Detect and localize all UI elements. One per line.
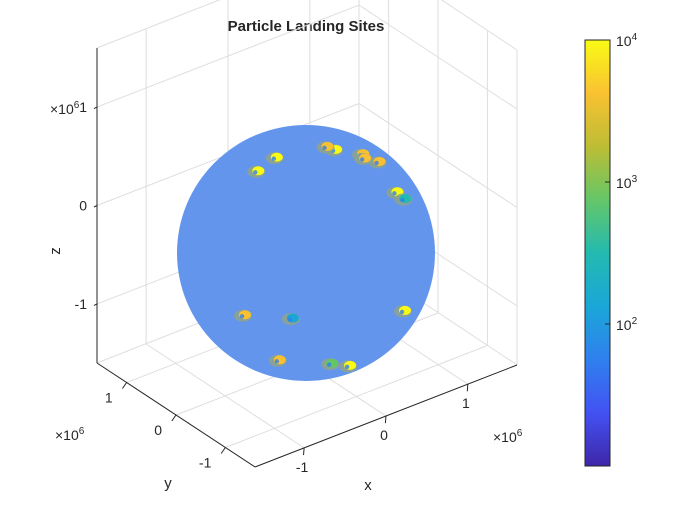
cluster-core [274,359,279,364]
plot-area [177,125,435,381]
landing-cluster [265,152,284,165]
z-gridline [358,103,518,208]
y-tick-label: 0 [154,422,162,438]
cluster-core [271,156,276,161]
cluster-core [287,317,293,322]
x-axis-label: x [364,477,372,494]
y-axis-exponent: ×106 [55,426,85,443]
landing-cluster [354,153,373,166]
z-axis-exponent: ×106 [50,100,80,117]
cluster-core [344,364,350,370]
chart-title: Particle Landing Sites [228,18,385,35]
z-tick-label: 0 [79,198,87,214]
z-tick-label: 1 [79,99,87,115]
z-tick-label-mark [93,106,98,110]
cluster-core [326,362,332,367]
y-tick-label-mark [122,382,128,389]
z-axis-label: z [47,247,64,255]
z-tick-label-mark [93,303,98,306]
landing-cluster [316,141,335,154]
y-tick-label-mark [171,414,177,422]
y-tick-label: -1 [199,455,212,471]
y-tick-label-mark [220,447,226,454]
z-tick-label: -1 [75,296,88,312]
colorbar-tick-label: 102 [616,316,638,333]
cluster-core [253,170,258,175]
landing-cluster [268,354,287,367]
colorbar-tick-label: 103 [616,174,638,191]
grid-edge [96,0,221,49]
landing-cluster [394,193,413,206]
colorbar-gradient [584,39,611,467]
cluster-core [392,191,397,196]
cluster-core [239,314,245,319]
z-gridline [96,4,360,108]
cluster-core [359,157,365,162]
landing-cluster [394,305,413,318]
y-axis-label: y [164,475,172,492]
landing-cluster [368,156,387,169]
cluster-core [374,160,379,166]
landing-cluster [321,358,340,371]
cluster-core [399,309,405,315]
landing-cluster [281,313,300,326]
cluster-core [400,197,405,203]
x-tick-label: 0 [380,427,388,443]
x-tick-label-mark [466,384,469,392]
x-tick-label: 1 [462,395,470,411]
colorbar-tick-label: 104 [616,32,638,49]
landing-cluster [234,309,253,322]
x-tick-label: -1 [296,459,309,475]
landing-cluster [247,165,266,178]
z-tick-label-mark [93,205,98,208]
y-gridline [225,345,488,448]
y-tick-label: 1 [105,390,113,406]
cluster-core [322,145,327,151]
axis-ticks: -1 0 1 -1 0 1 -1 0 1 [75,99,470,475]
x-tick-label-mark [384,415,387,424]
grid-edge [440,0,518,51]
sphere-surface [177,125,435,381]
x-axis-exponent: ×106 [493,428,523,445]
z-gridline [358,4,518,110]
x-tick-label-mark [303,447,305,456]
landing-cluster [339,360,358,373]
colorbar: 102 103 104 [584,32,638,467]
